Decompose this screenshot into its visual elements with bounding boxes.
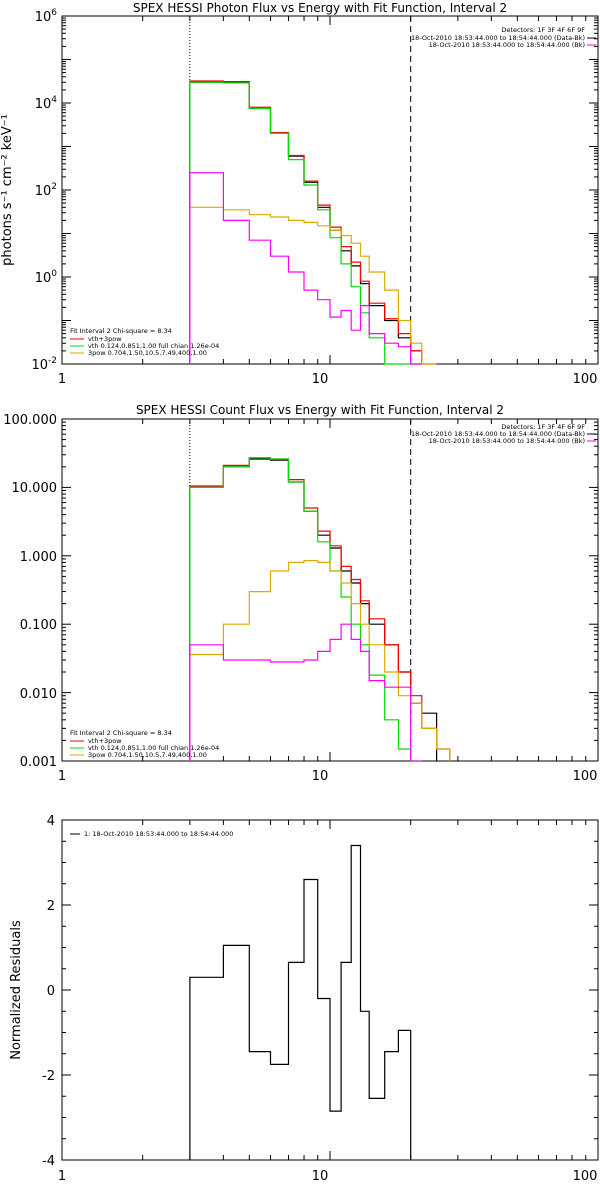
x-tick-label: 100 <box>573 372 598 387</box>
legend-vth-3pow: vth+3pow <box>88 737 122 745</box>
y-tick-label: -2 <box>42 1069 55 1084</box>
series-bk <box>189 623 422 762</box>
x-tick-label: 1 <box>58 1169 66 1184</box>
count-flux-title: SPEX HESSI Count Flux vs Energy with Fit… <box>136 403 504 417</box>
legend-detectors: Detectors: 1F 3F 4F 6F 9F <box>501 423 585 431</box>
y-tick-label: 0.001 <box>20 755 57 770</box>
residuals-ylabel: Normalized Residuals <box>9 920 24 1060</box>
y-tick-label: 0 <box>47 984 55 999</box>
photon-flux-title: SPEX HESSI Photon Flux vs Energy with Fi… <box>133 1 507 15</box>
y-tick-label: 104 <box>35 95 58 112</box>
legend-3pow: 3pow 0.704,1.50,10.5,7.49,400,1.00 <box>88 349 207 357</box>
count-flux-legend-bottom: Fit Interval 2 Chi-square = 8.34 vth+3po… <box>70 729 219 759</box>
photon-flux-panel: SPEX HESSI Photon Flux vs Energy with Fi… <box>0 1 599 387</box>
x-tick-label: 10 <box>312 372 329 387</box>
count-flux-axes-frame <box>61 418 599 762</box>
legend-detectors: Detectors: 1F 3F 4F 6F 9F <box>501 26 585 34</box>
series-vth-3pow <box>189 80 437 365</box>
y-tick-label: 10.000 <box>12 481 58 496</box>
series-bk <box>189 172 422 365</box>
y-tick-label: 106 <box>35 8 58 25</box>
legend-fit-interval: Fit Interval 2 Chi-square = 8.34 <box>70 729 172 737</box>
y-tick-label: 100.000 <box>3 413 57 428</box>
series-1-18-oct-2010-18-53-44-000-to-18-54-44-000 <box>189 844 412 1160</box>
legend-bk: 18-Oct-2010 18:53:44.000 to 18:54:44.000… <box>429 437 585 445</box>
x-tick-label: 10 <box>312 1169 329 1184</box>
x-tick-label: 1 <box>58 372 66 387</box>
count-flux-panel: SPEX HESSI Count Flux vs Energy with Fit… <box>3 403 599 784</box>
legend-vth-3pow: vth+3pow <box>88 335 122 343</box>
series-3pow <box>189 560 451 761</box>
legend-bk: 18-Oct-2010 18:53:44.000 to 18:54:44.000… <box>429 41 585 49</box>
y-tick-label: 1.000 <box>20 550 57 565</box>
y-tick-label: 10-2 <box>31 356 57 373</box>
photon-flux-ylabel: photons s⁻¹ cm⁻² keV⁻¹ <box>0 114 15 266</box>
legend-vth: vth 0.124,0.851,1.00 full chian 1.26e-04 <box>88 342 219 350</box>
legend-interval: 1: 18-Oct-2010 18:53:44.000 to 18:54:44.… <box>84 830 233 838</box>
photon-flux-legend-bottom: Fit Interval 2 Chi-square = 8.34 vth+3po… <box>70 327 219 357</box>
legend-vth: vth 0.124,0.851,1.00 full chian 1.26e-04 <box>88 744 219 752</box>
x-tick-label: 100 <box>573 1169 598 1184</box>
x-tick-label: 1 <box>58 769 66 784</box>
count-flux-legend-top: Detectors: 1F 3F 4F 6F 9F 18-Oct-2010 18… <box>411 423 596 445</box>
y-tick-label: 4 <box>47 814 55 829</box>
series-data-bk <box>189 81 423 364</box>
series-vth <box>189 457 422 762</box>
residuals-legend: 1: 18-Oct-2010 18:53:44.000 to 18:54:44.… <box>70 830 233 838</box>
series-vth <box>189 81 422 365</box>
y-tick-label: 102 <box>35 182 57 199</box>
legend-data-bk: 18-Oct-2010 18:53:44.000 to 18:54:44.000… <box>411 34 585 42</box>
residuals-panel: Normalized Residuals 1 10 100 -4 -2 0 2 … <box>9 814 599 1184</box>
y-tick-label: -4 <box>42 1154 55 1169</box>
x-tick-label: 100 <box>573 769 598 784</box>
y-tick-label: 2 <box>47 899 55 914</box>
y-tick-label: 0.100 <box>20 618 57 633</box>
y-tick-label: 0.010 <box>20 687 57 702</box>
series-data-bk <box>189 458 438 761</box>
legend-data-bk: 18-Oct-2010 18:53:44.000 to 18:54:44.000… <box>411 430 585 438</box>
legend-3pow: 3pow 0.704,1.50,10.5,7.49,400,1.00 <box>88 751 207 759</box>
x-tick-label: 10 <box>312 769 329 784</box>
y-tick-label: 100 <box>35 269 58 286</box>
legend-fit-interval: Fit Interval 2 Chi-square = 8.34 <box>70 327 172 335</box>
photon-flux-legend-top: Detectors: 1F 3F 4F 6F 9F 18-Oct-2010 18… <box>411 26 596 49</box>
series-3pow <box>189 206 437 365</box>
